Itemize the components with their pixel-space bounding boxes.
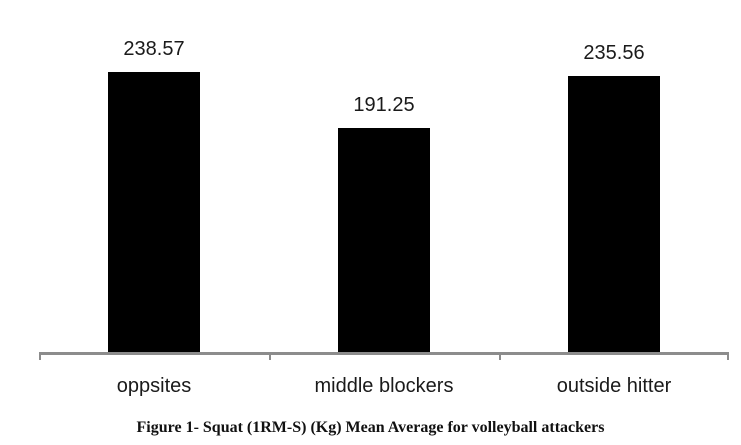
value-label-middle-blockers: 191.25: [353, 94, 415, 116]
x-axis-tick: [269, 352, 271, 360]
x-axis-tick: [499, 352, 501, 360]
bar-chart: 238.57 191.25 235.56 oppsites middle blocke…: [39, 38, 729, 397]
bar-outside-hitter: [568, 76, 660, 352]
x-axis-tick: [39, 352, 41, 360]
bar-middle-blockers: [338, 128, 430, 352]
category-label-oppsites: oppsites: [116, 375, 192, 397]
figure-caption: Figure 1- Squat (1RM-S) (Kg) Mean Averag…: [136, 419, 605, 436]
bar-oppsites: [108, 72, 200, 352]
value-label-oppsites: 238.57: [123, 38, 185, 60]
category-label-outside-hitter: outside hitter: [556, 375, 672, 397]
x-axis-line: [39, 352, 729, 355]
value-label-outside-hitter: 235.56: [583, 42, 645, 64]
x-axis-tick: [727, 352, 729, 360]
category-label-middle-blockers: middle blockers: [314, 375, 454, 397]
